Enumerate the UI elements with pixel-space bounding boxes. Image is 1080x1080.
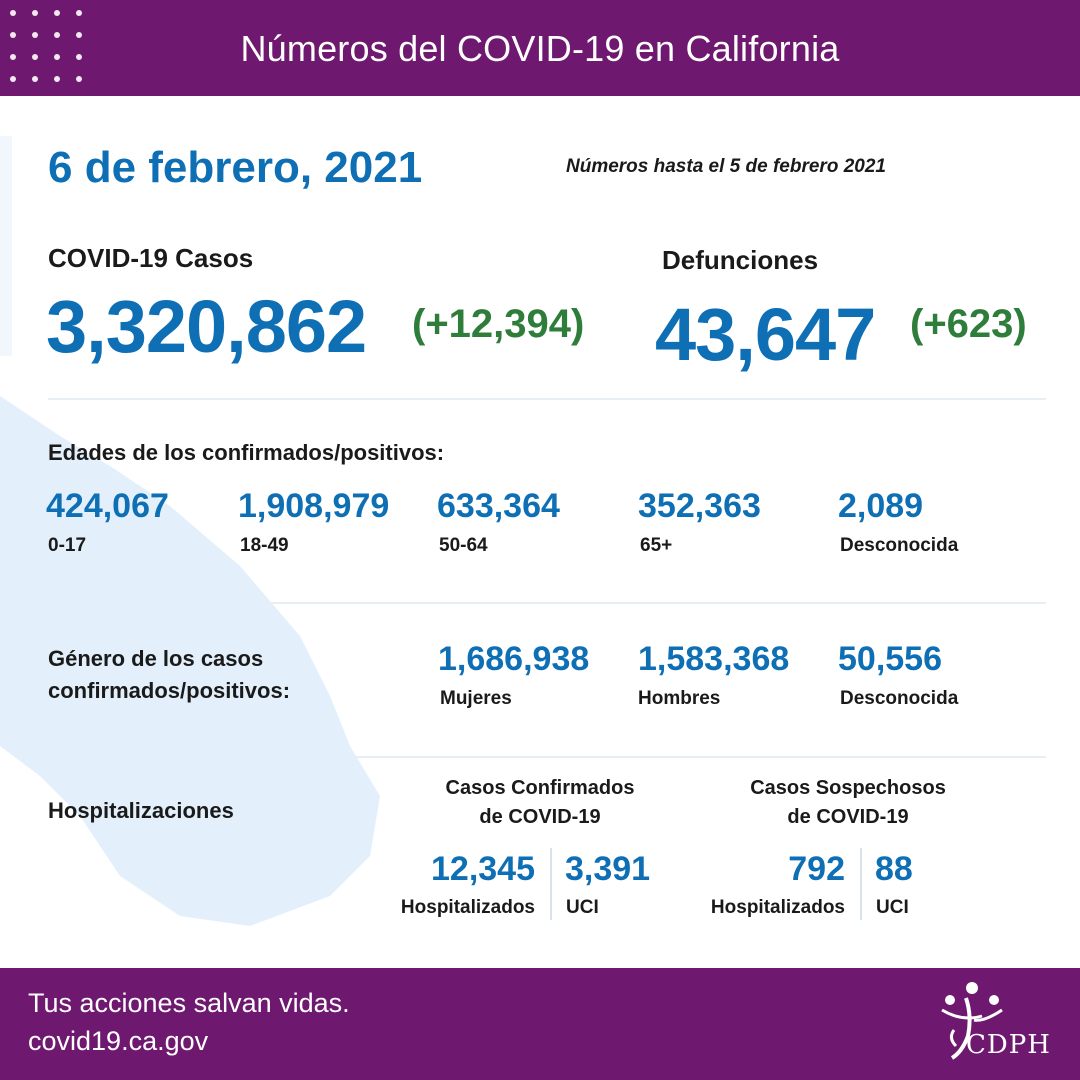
footer-tagline: Tus acciones salvan vidas. [28,988,350,1018]
as-of-note: Números hasta el 5 de febrero 2021 [566,156,886,177]
cases-label: COVID-19 Casos [48,243,254,273]
age-value: 352,363 [638,487,761,525]
suspected-icu-value: 88 [875,850,913,888]
age-value: 633,364 [437,487,560,525]
dots-decoration [8,8,88,88]
confirmed-icu-label: UCI [566,897,599,918]
header-title: Números del COVID-19 en California [240,28,840,69]
gender-label: Hombres [638,688,721,709]
age-value: 1,908,979 [238,487,390,525]
suspected-icu-label: UCI [876,897,909,918]
confirmed-hospitalized-value: 12,345 [431,850,535,888]
age-group-label: 0-17 [48,535,87,556]
gender-value: 1,583,368 [638,640,790,678]
suspected-title-line1: Casos Sospechosos [750,777,946,799]
confirmed-title-line2: de COVID-19 [479,806,601,828]
cdph-logo-icon [941,982,1003,1060]
divider [48,756,1046,758]
age-group-label: 18-49 [240,535,289,556]
confirmed-title-line1: Casos Confirmados [445,777,635,799]
footer-bar [0,968,1080,1080]
divider [48,398,1046,400]
report-date: 6 de febrero, 2021 [48,143,423,192]
deaths-total: 43,647 [655,293,876,376]
suspected-hospitalized-value: 792 [788,850,845,888]
cdph-logo-text: CDPH [966,1030,1051,1060]
footer-url[interactable]: covid19.ca.gov [28,1026,209,1056]
age-group-label: 65+ [640,535,673,556]
age-group-label: 50-64 [439,535,488,556]
age-group-label: Desconocida [840,535,959,556]
age-value: 424,067 [46,487,169,525]
column-separator [550,848,552,920]
gender-label: Mujeres [440,688,512,709]
column-separator [860,848,862,920]
cases-delta: (+12,394) [412,302,585,346]
gender-label: Desconocida [840,688,959,709]
header-bar: Números del COVID-19 en California [0,0,1080,96]
gender-value: 1,686,938 [438,640,590,678]
confirmed-hospitalized-label: Hospitalizados [400,897,535,918]
gender-value: 50,556 [838,640,942,678]
suspected-title-line2: de COVID-19 [787,806,909,828]
gender-label-line1: Género de los casos [48,646,264,671]
california-map-shape [0,136,380,926]
confirmed-icu-value: 3,391 [565,850,651,888]
ages-label: Edades de los confirmados/positivos: [48,440,445,465]
deaths-delta: (+623) [910,302,1027,346]
suspected-hospitalized-label: Hospitalizados [710,897,845,918]
cases-total: 3,320,862 [46,285,367,368]
gender-label-line2: confirmados/positivos: [48,678,291,703]
deaths-label: Defunciones [662,245,819,275]
divider [48,602,1046,604]
hospital-label: Hospitalizaciones [48,798,234,823]
age-value: 2,089 [838,487,924,525]
